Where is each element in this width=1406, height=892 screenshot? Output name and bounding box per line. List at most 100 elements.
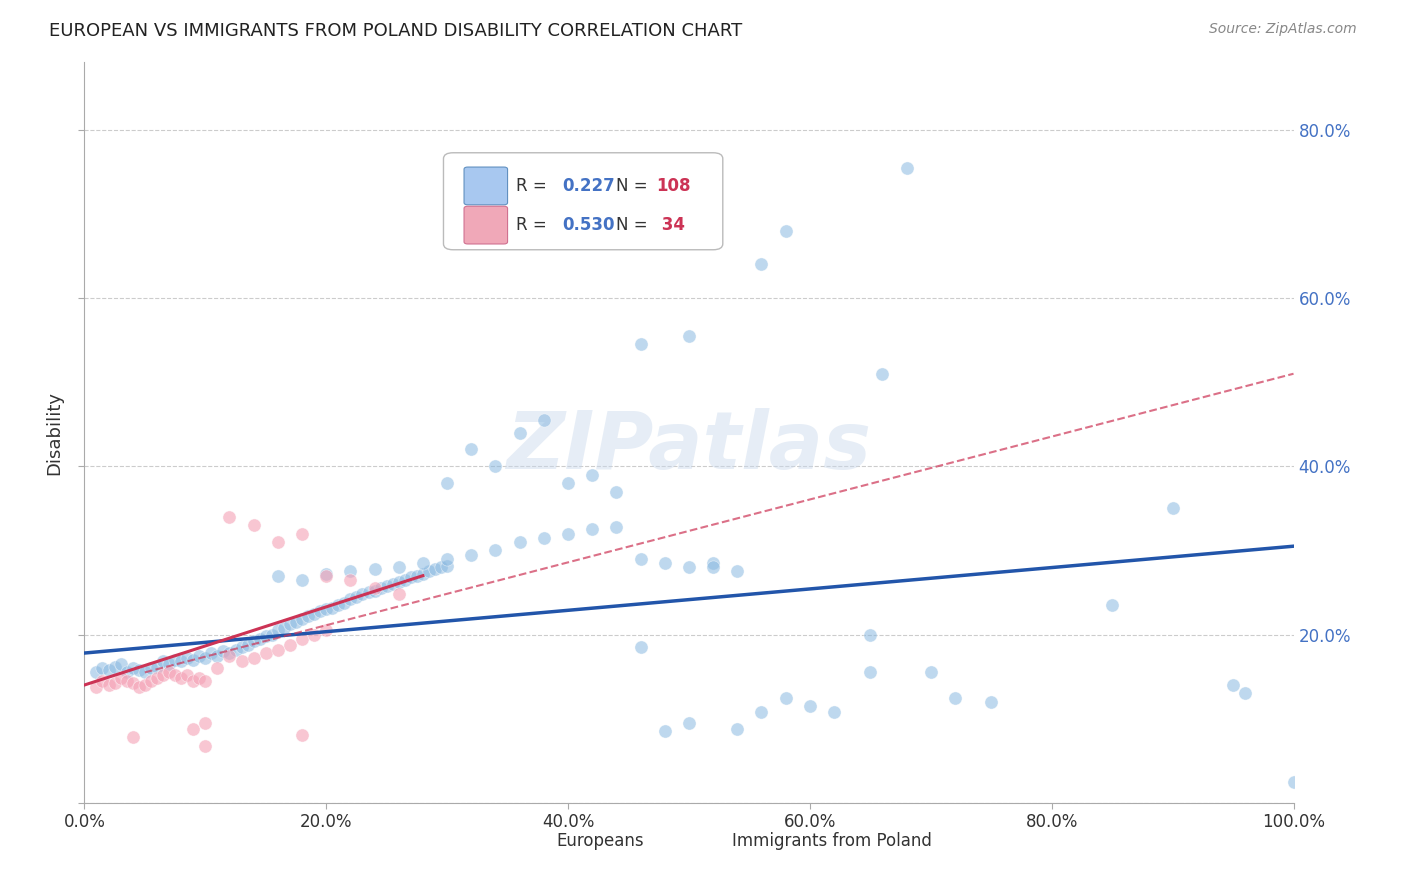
Point (1101, 598, 1123, 612)
Point (225, 642, 247, 657)
Point (315, 602, 337, 616)
Point (157, 665, 180, 680)
Point (1282, 774, 1305, 789)
Point (751, 705, 773, 719)
Point (242, 634, 264, 648)
Point (267, 624, 290, 638)
Point (284, 615, 308, 629)
Point (581, 522, 603, 536)
Text: 108: 108 (657, 177, 690, 195)
Point (115, 673, 138, 688)
Point (267, 535, 290, 549)
Point (188, 671, 211, 685)
Point (423, 562, 446, 576)
Point (321, 600, 343, 615)
Point (146, 659, 169, 673)
Point (236, 638, 259, 652)
Point (436, 551, 458, 566)
Point (460, 548, 482, 562)
FancyBboxPatch shape (685, 822, 727, 858)
Point (194, 715, 217, 730)
Point (297, 609, 319, 624)
Point (333, 596, 356, 610)
Point (460, 442, 482, 457)
Point (412, 556, 434, 570)
Point (170, 655, 193, 669)
Point (872, 367, 894, 381)
Point (86, 665, 108, 680)
Point (165, 668, 187, 682)
Point (194, 739, 217, 753)
Point (218, 509, 240, 524)
Point (605, 520, 627, 534)
Point (436, 476, 458, 491)
Point (115, 665, 138, 680)
Point (557, 526, 579, 541)
Point (207, 661, 229, 675)
Point (339, 573, 361, 587)
Point (775, 224, 797, 238)
Point (176, 668, 198, 682)
Point (533, 531, 555, 545)
Point (363, 581, 385, 595)
Point (533, 413, 555, 427)
Point (581, 467, 603, 482)
Point (188, 648, 211, 663)
Point (315, 566, 337, 581)
Point (291, 526, 314, 541)
Point (394, 573, 416, 587)
Point (339, 592, 361, 607)
Point (273, 621, 295, 635)
Point (436, 558, 458, 573)
Point (212, 644, 235, 658)
Point (291, 632, 314, 646)
Point (509, 425, 531, 440)
Point (388, 575, 411, 590)
Point (104, 676, 127, 690)
Point (181, 722, 204, 736)
Point (1234, 686, 1257, 700)
Point (1222, 678, 1244, 692)
Point (260, 627, 283, 641)
Point (146, 671, 169, 685)
Point (799, 699, 821, 714)
Point (702, 556, 724, 570)
Point (352, 587, 374, 601)
Point (678, 560, 700, 574)
Text: 0.227: 0.227 (562, 177, 614, 195)
Point (399, 570, 422, 584)
Point (1161, 501, 1184, 516)
Point (170, 671, 193, 685)
Point (181, 673, 204, 688)
Point (207, 648, 229, 663)
Text: Europeans: Europeans (555, 832, 644, 850)
Point (194, 651, 217, 665)
Point (121, 730, 143, 744)
Point (200, 646, 222, 660)
Point (328, 598, 350, 612)
Point (381, 577, 404, 591)
Point (218, 648, 240, 663)
Point (375, 579, 398, 593)
Point (370, 581, 392, 595)
Point (91, 661, 114, 675)
Point (254, 629, 277, 643)
Y-axis label: Disability: Disability (45, 391, 63, 475)
Point (249, 632, 271, 646)
Point (278, 617, 301, 632)
Point (242, 518, 264, 533)
Point (128, 680, 150, 694)
Text: R =: R = (516, 177, 553, 195)
FancyBboxPatch shape (464, 167, 508, 205)
Point (242, 651, 264, 665)
Point (110, 657, 132, 671)
Point (128, 663, 150, 677)
Text: Source: ZipAtlas.com: Source: ZipAtlas.com (1209, 22, 1357, 37)
Point (315, 624, 337, 638)
Point (557, 476, 579, 491)
Point (346, 590, 368, 604)
Point (254, 646, 277, 660)
Point (291, 573, 314, 587)
Point (91, 673, 114, 688)
Point (267, 568, 290, 582)
